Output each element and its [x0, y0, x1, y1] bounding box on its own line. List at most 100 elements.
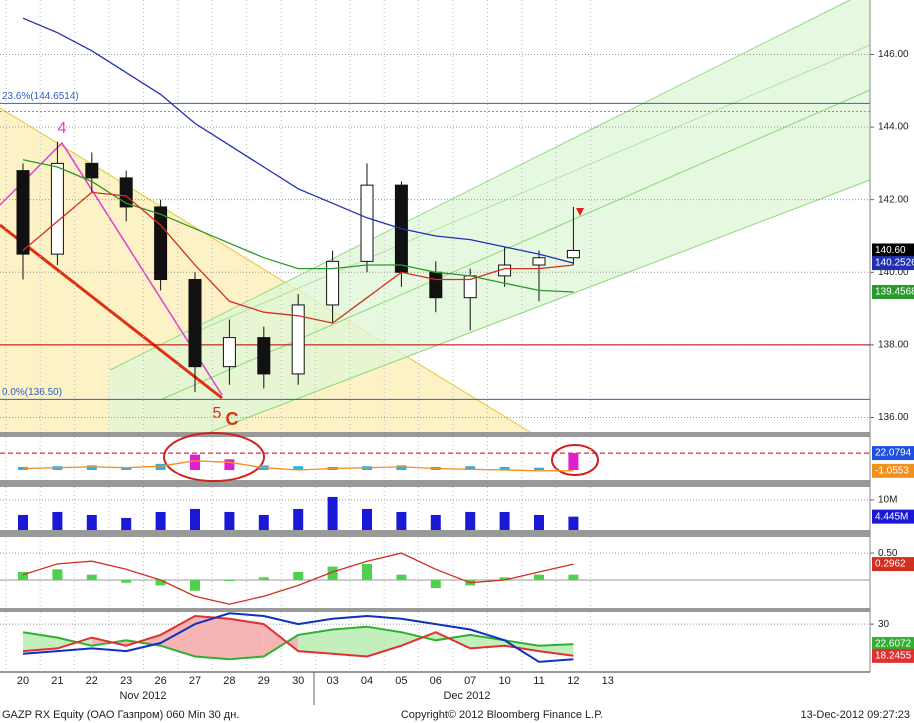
candle-body: [257, 337, 271, 375]
panel-divider: [0, 480, 870, 487]
value-box: [872, 284, 914, 299]
bar: [52, 569, 63, 581]
dmi-fill: [367, 626, 402, 657]
bar: [362, 563, 372, 581]
value-box-label: 18.2455: [875, 650, 912, 661]
value-box-label: 140.2526: [875, 258, 914, 269]
dmi-fill: [160, 616, 195, 657]
indicator-line: [22, 552, 574, 605]
bar: [499, 577, 510, 581]
value-box: [872, 243, 914, 258]
indicator-line: [22, 460, 574, 472]
bar: [224, 580, 235, 582]
y-tick-label: 146.00: [878, 49, 909, 60]
bar: [121, 466, 132, 471]
value-box-label: 140.60: [875, 245, 906, 256]
candle-body: [16, 170, 30, 255]
dmi-fill: [195, 616, 230, 660]
fib-label: 23.6%(144.6514): [2, 91, 79, 102]
bar: [293, 571, 304, 581]
y-tick-label: 138.00: [878, 340, 909, 351]
bar: [190, 580, 200, 591]
bar: [155, 511, 166, 530]
y-tick-label: 0.50: [878, 548, 898, 559]
bar: [224, 511, 235, 530]
indicator-line: [22, 612, 574, 663]
x-tick-label: 05: [395, 675, 407, 687]
x-tick-label: 11: [533, 675, 544, 687]
bar: [362, 508, 372, 530]
bar: [568, 574, 579, 581]
x-tick-label: 12: [567, 675, 579, 687]
x-tick-label: 06: [430, 675, 442, 687]
bar: [52, 511, 63, 530]
x-tick-label: 22: [86, 675, 98, 687]
value-box-label: 22.0794: [875, 448, 912, 459]
candle-body: [566, 249, 580, 259]
wave-label: C: [226, 409, 239, 429]
x-tick-label: 13: [602, 675, 614, 687]
y-tick-label: 10M: [878, 495, 897, 506]
bar: [396, 574, 407, 581]
x-tick-label: 21: [51, 675, 63, 687]
value-box: [872, 446, 914, 461]
x-tick-label: 03: [326, 675, 338, 687]
bar: [155, 580, 166, 586]
candle-body: [326, 260, 340, 306]
value-box-label: 22.6072: [875, 639, 912, 650]
bar: [258, 577, 269, 581]
bar: [534, 574, 544, 581]
y-tick-label: 144.00: [878, 122, 909, 133]
candle-body: [360, 184, 374, 262]
bar: [430, 514, 441, 530]
bar: [293, 466, 304, 471]
candle-body: [188, 279, 202, 368]
highlight-ellipse: [551, 444, 599, 476]
bar: [18, 514, 28, 530]
dmi-fill: [539, 644, 574, 656]
bar: [86, 574, 97, 581]
x-tick-label: 29: [258, 675, 270, 687]
channel-edge: [199, 44, 871, 331]
dmi-fill: [263, 624, 299, 657]
channel-edge: [209, 179, 871, 433]
value-box: [872, 648, 914, 663]
candle-body: [154, 206, 168, 281]
footer-right: 13-Dec-2012 09:27:23: [801, 709, 910, 721]
channel-edge: [159, 89, 871, 401]
dmi-fill: [229, 618, 264, 660]
candle-body: [291, 304, 305, 375]
candle-body: [222, 337, 236, 368]
x-tick-label: 20: [17, 675, 29, 687]
y-tick-label: 30: [878, 619, 890, 630]
bar: [396, 465, 407, 471]
value-box-label: 139.4568: [875, 287, 914, 298]
dmi-fill: [298, 629, 333, 654]
bar: [121, 580, 132, 583]
bar: [18, 571, 28, 581]
wave-label: 5: [213, 405, 222, 422]
x-tick-label: 23: [120, 675, 132, 687]
panel-divider: [0, 432, 870, 437]
x-tick-label: 26: [154, 675, 166, 687]
wave-label: 4: [58, 120, 67, 137]
value-box: [872, 256, 914, 271]
channel-edge: [0, 107, 531, 433]
value-box: [872, 463, 914, 478]
x-tick-label: 10: [498, 675, 510, 687]
y-tick-label: 136.00: [878, 412, 909, 423]
month-label: Nov 2012: [119, 690, 166, 702]
bar: [568, 516, 579, 530]
dmi-fill: [470, 634, 505, 649]
candle-body: [119, 177, 133, 208]
candle-body: [50, 162, 64, 255]
bar: [327, 496, 338, 530]
channel-edge: [109, 0, 851, 371]
highlight-ellipse: [163, 432, 265, 482]
candle-body: [532, 257, 546, 266]
bar: [499, 511, 510, 530]
bar: [121, 517, 132, 530]
panel-divider: [0, 530, 870, 537]
bar: [465, 511, 476, 530]
